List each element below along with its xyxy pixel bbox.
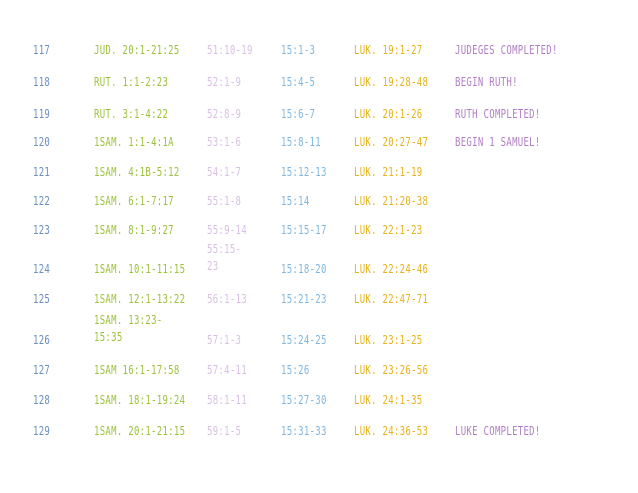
day-number: 125 [33,291,51,306]
table-row: 1Sam. 13:23- 15:35 126 57:1-3 15:24-25 Lu… [0,311,638,351]
psalms-reading: 59:1-5 [207,423,242,438]
day-number: 123 [33,222,51,237]
psalms-reading: 55:9-14 [207,222,247,237]
proverbs-reading: 15:12-13 [281,164,327,179]
day-number: 128 [33,392,51,407]
proverbs-reading: 15:24-25 [281,332,327,347]
psalms-reading: 52:1-9 [207,74,242,89]
old-testament-reading: 1Sam. 1:1-4:1a [94,134,174,149]
old-testament-reading: Jud. 20:1-21:25 [94,42,180,57]
proverbs-reading: 15:26 [281,362,310,377]
day-number: 129 [33,423,51,438]
proverbs-reading: 15:6-7 [281,106,316,121]
day-number: 124 [33,261,51,276]
psalms-reading: 53:1-6 [207,134,242,149]
luke-reading: Luk. 22:47-71 [354,291,429,306]
psalms-reading-line: 55:15- [207,241,242,256]
table-row: 119 Rut. 3:1-4:22 52:8-9 15:6-7 Luk. 20:… [0,106,638,134]
old-testament-reading: Rut. 3:1-4:22 [94,106,169,121]
proverbs-reading: 15:8-11 [281,134,321,149]
old-testament-reading: 1Sam. 20:1-21:15 [94,423,186,438]
day-number: 118 [33,74,51,89]
luke-reading: Luk. 19:28-48 [354,74,429,89]
psalms-reading: 51:10-19 [207,42,253,57]
old-testament-reading: 1Sam. 10:1-11:15 [94,261,186,276]
old-testament-reading: 1Sam. 18:1-19:24 [94,392,186,407]
table-row: 120 1Sam. 1:1-4:1a 53:1-6 15:8-11 Luk. 2… [0,134,638,162]
old-testament-reading-line: 1Sam. 13:23- [94,312,163,327]
old-testament-reading: 1Sam 16:1-17:58 [94,362,180,377]
luke-reading: Luk. 21:1-19 [354,164,423,179]
table-row: 117 Jud. 20:1-21:25 51:10-19 15:1-3 Luk.… [0,42,638,70]
milestone-note: Ruth Completed! [455,106,541,121]
psalms-reading-line: 23 [207,258,219,273]
old-testament-reading: 1Sam. 8:1-9:27 [94,222,174,237]
proverbs-reading: 15:31-33 [281,423,327,438]
old-testament-reading: Rut. 1:1-2:23 [94,74,169,89]
table-row: 122 1Sam. 6:1-7:17 55:1-8 15:14 Luk. 21:… [0,193,638,221]
day-number: 122 [33,193,51,208]
table-row: 121 1Sam. 4:1b-5:12 54:1-7 15:12-13 Luk.… [0,164,638,192]
table-row: 128 1Sam. 18:1-19:24 58:1-11 15:27-30 Lu… [0,392,638,420]
proverbs-reading: 15:21-23 [281,291,327,306]
day-number: 120 [33,134,51,149]
table-row: 118 Rut. 1:1-2:23 52:1-9 15:4-5 Luk. 19:… [0,74,638,102]
proverbs-reading: 15:1-3 [281,42,316,57]
old-testament-reading: 1Sam. 12:1-13:22 [94,291,186,306]
psalms-reading: 56:1-13 [207,291,247,306]
table-row: 125 1Sam. 12:1-13:22 56:1-13 15:21-23 Lu… [0,291,638,319]
day-number: 126 [33,332,51,347]
table-row: 129 1Sam. 20:1-21:15 59:1-5 15:31-33 Luk… [0,423,638,451]
old-testament-reading-line: 15:35 [94,329,123,344]
luke-reading: Luk. 20:1-26 [354,106,423,121]
proverbs-reading: 15:18-20 [281,261,327,276]
proverbs-reading: 15:27-30 [281,392,327,407]
luke-reading: Luk. 24:1-35 [354,392,423,407]
luke-reading: Luk. 24:36-53 [354,423,429,438]
milestone-note: Begin 1 Samuel! [455,134,541,149]
psalms-reading: 57:1-3 [207,332,242,347]
luke-reading: Luk. 20:27-47 [354,134,429,149]
table-row: 55:15- 23 124 1Sam. 10:1-11:15 15:18-20 L… [0,240,638,280]
table-row: 123 1Sam. 8:1-9:27 55:9-14 15:15-17 Luk.… [0,222,638,250]
milestone-note: Begin Ruth! [455,74,518,89]
psalms-reading: 58:1-11 [207,392,247,407]
old-testament-reading: 1Sam. 13:23- 15:35 [94,311,162,345]
luke-reading: Luk. 22:1-23 [354,222,423,237]
day-number: 127 [33,362,51,377]
old-testament-reading: 1Sam. 6:1-7:17 [94,193,174,208]
milestone-note: Judeges Completed! [455,42,558,57]
luke-reading: Luk. 21:20-38 [354,193,429,208]
proverbs-reading: 15:4-5 [281,74,316,89]
day-number: 117 [33,42,51,57]
day-number: 121 [33,164,51,179]
luke-reading: Luk. 19:1-27 [354,42,423,57]
psalms-reading: 57:4-11 [207,362,247,377]
proverbs-reading: 15:14 [281,193,310,208]
milestone-note: Luke Completed! [455,423,541,438]
psalms-reading: 54:1-7 [207,164,242,179]
luke-reading: Luk. 23:26-56 [354,362,429,377]
luke-reading: Luk. 22:24-46 [354,261,429,276]
old-testament-reading: 1Sam. 4:1b-5:12 [94,164,180,179]
psalms-reading: 55:15- 23 [207,240,241,274]
luke-reading: Luk. 23:1-25 [354,332,423,347]
proverbs-reading: 15:15-17 [281,222,327,237]
psalms-reading: 52:8-9 [207,106,242,121]
psalms-reading: 55:1-8 [207,193,242,208]
day-number: 119 [33,106,51,121]
table-row: 127 1Sam 16:1-17:58 57:4-11 15:26 Luk. 2… [0,362,638,390]
